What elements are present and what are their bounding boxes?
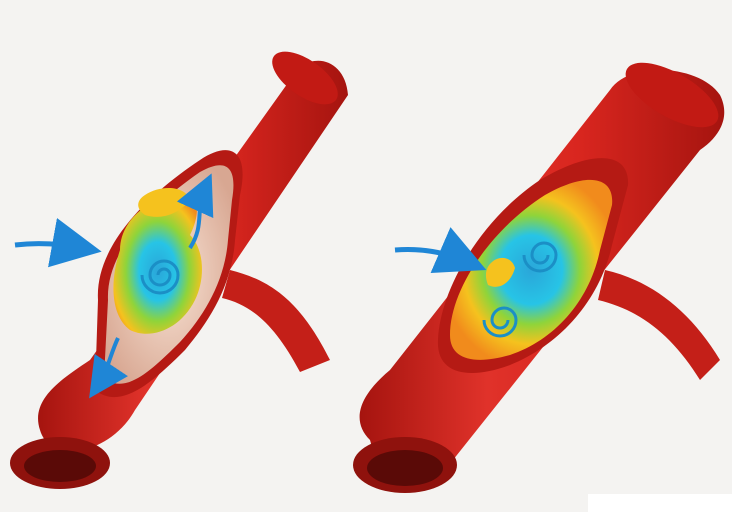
arrow-icon bbox=[89, 337, 128, 399]
flow-arrows-left bbox=[14, 173, 214, 399]
watermark-stamp bbox=[588, 494, 732, 512]
flow-arrows-right bbox=[394, 227, 487, 273]
vortex-right-icon bbox=[450, 179, 613, 360]
arrow-icon bbox=[14, 218, 102, 268]
arrow-icon bbox=[176, 173, 214, 250]
arrow-icon bbox=[394, 227, 487, 273]
